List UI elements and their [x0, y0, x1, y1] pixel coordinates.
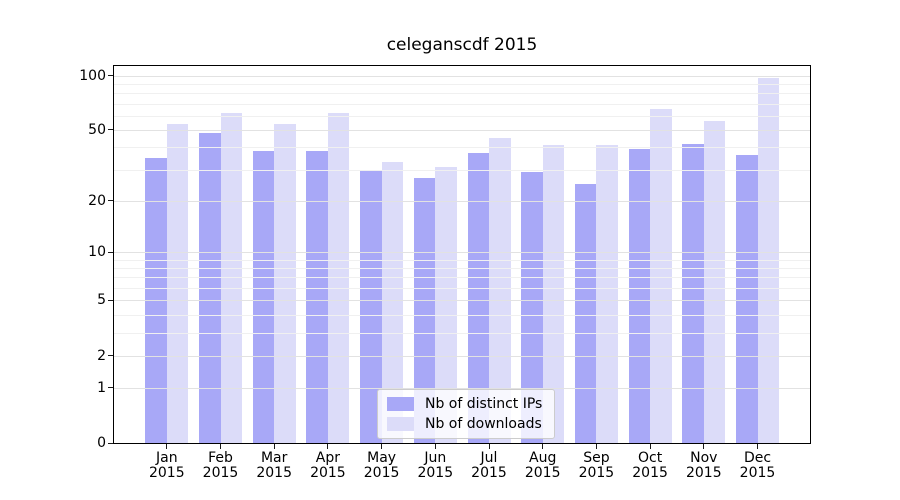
- x-tick-label: Aug 2015: [511, 451, 575, 481]
- legend-entry-distinct-ips: Nb of distinct IPs: [387, 396, 542, 412]
- x-tick-label: Sep 2015: [564, 451, 628, 481]
- x-tick-year: 2015: [310, 465, 346, 481]
- y-gridline-minor: [114, 288, 810, 290]
- y-gridline-minor: [114, 259, 810, 261]
- x-tick: [166, 444, 168, 449]
- bar-distinct-ips-apr: [306, 151, 328, 443]
- x-tick: [273, 444, 275, 449]
- y-gridline-major: [114, 129, 810, 131]
- x-tick-label: Mar 2015: [242, 451, 306, 481]
- bar-downloads-jun: [435, 167, 457, 443]
- x-tick-year: 2015: [202, 465, 239, 481]
- bar-distinct-ips-jun: [413, 177, 436, 443]
- y-tick-label: 1: [97, 379, 106, 396]
- x-tick-label: Jul 2015: [457, 451, 521, 481]
- bar-distinct-ips-nov: [682, 143, 704, 443]
- legend-swatch-downloads: [387, 417, 414, 431]
- x-tick: [327, 444, 329, 449]
- y-tick-label: 100: [79, 67, 106, 84]
- x-tick-label: Nov 2015: [672, 451, 736, 481]
- x-tick-label: Feb 2015: [189, 451, 253, 481]
- x-tick-label: Oct 2015: [618, 451, 682, 481]
- bar-downloads-jan: [166, 123, 189, 443]
- x-tick: [595, 444, 597, 449]
- x-tick-year: 2015: [471, 465, 507, 481]
- x-tick: [542, 444, 544, 449]
- legend-label-distinct-ips: Nb of distinct IPs: [425, 396, 543, 412]
- y-tick: [108, 200, 113, 202]
- bar-distinct-ips-jul: [467, 153, 489, 443]
- x-tick-year: 2015: [632, 465, 668, 481]
- y-tick-label: 20: [88, 192, 106, 209]
- bar-distinct-ips-sep: [574, 183, 597, 443]
- x-tick-year: 2015: [148, 465, 185, 481]
- legend-entry-downloads: Nb of downloads: [387, 416, 542, 432]
- bar-distinct-ips-mar: [252, 151, 275, 443]
- y-gridline-major: [114, 355, 810, 357]
- legend: Nb of distinct IPs Nb of downloads: [377, 389, 556, 439]
- bar-distinct-ips-may: [360, 169, 382, 443]
- y-gridline-major: [114, 300, 810, 302]
- x-tick-year: 2015: [524, 465, 561, 481]
- bar-downloads-oct: [650, 109, 672, 443]
- y-tick: [108, 442, 113, 444]
- x-tick: [488, 444, 490, 449]
- y-tick: [108, 299, 113, 301]
- y-gridline-minor: [114, 83, 810, 85]
- bar-distinct-ips-aug: [521, 172, 543, 443]
- y-tick: [108, 129, 113, 131]
- x-tick-label: Jun 2015: [403, 451, 467, 481]
- y-gridline-minor: [114, 268, 810, 270]
- y-tick-label: 0: [97, 435, 106, 451]
- y-tick: [108, 75, 113, 76]
- y-tick: [108, 387, 113, 389]
- x-tick-label: Dec 2015: [726, 451, 790, 481]
- x-tick: [434, 444, 436, 449]
- y-gridline-major: [114, 200, 810, 202]
- chart-title: celeganscdf 2015: [386, 35, 538, 55]
- y-gridline-minor: [114, 169, 810, 171]
- legend-swatch-distinct-ips: [387, 397, 414, 411]
- legend-label-downloads: Nb of downloads: [425, 416, 542, 432]
- y-tick-label: 5: [97, 292, 106, 309]
- y-tick-label: 50: [88, 121, 106, 138]
- bar-distinct-ips-oct: [628, 149, 651, 443]
- plot-area: [113, 65, 811, 444]
- bar-distinct-ips-dec: [736, 155, 758, 443]
- y-tick-label: 2: [97, 347, 106, 364]
- y-gridline-minor: [114, 277, 810, 279]
- x-tick: [703, 444, 705, 449]
- bar-downloads-aug: [542, 145, 565, 443]
- y-gridline-major: [114, 252, 810, 254]
- x-tick-year: 2015: [739, 465, 776, 481]
- bar-downloads-may: [381, 162, 404, 443]
- x-tick: [220, 444, 221, 449]
- y-tick: [108, 355, 113, 357]
- x-tick-year: 2015: [363, 465, 400, 481]
- y-gridline-major: [114, 75, 810, 77]
- y-gridline-minor: [114, 115, 810, 117]
- bar-downloads-mar: [274, 123, 296, 443]
- x-tick: [381, 444, 383, 449]
- x-tick: [757, 444, 758, 449]
- x-tick-label: Jan 2015: [135, 451, 199, 481]
- x-tick-year: 2015: [256, 465, 292, 481]
- y-gridline-minor: [114, 93, 810, 95]
- y-gridline-minor: [114, 103, 810, 105]
- y-gridline-minor: [114, 332, 810, 334]
- y-gridline-major: [114, 387, 810, 389]
- y-tick-label: 10: [88, 244, 106, 261]
- x-tick-year: 2015: [417, 465, 454, 481]
- y-gridline-minor: [114, 314, 810, 316]
- bar-downloads-jul: [489, 138, 511, 443]
- bar-downloads-sep: [596, 145, 618, 443]
- x-tick-label: May 2015: [350, 451, 414, 481]
- y-gridline-minor: [114, 147, 810, 149]
- x-tick-year: 2015: [685, 465, 722, 481]
- y-tick: [108, 251, 113, 253]
- x-tick: [649, 444, 651, 449]
- x-tick-label: Apr 2015: [296, 451, 360, 481]
- x-tick-year: 2015: [578, 465, 615, 481]
